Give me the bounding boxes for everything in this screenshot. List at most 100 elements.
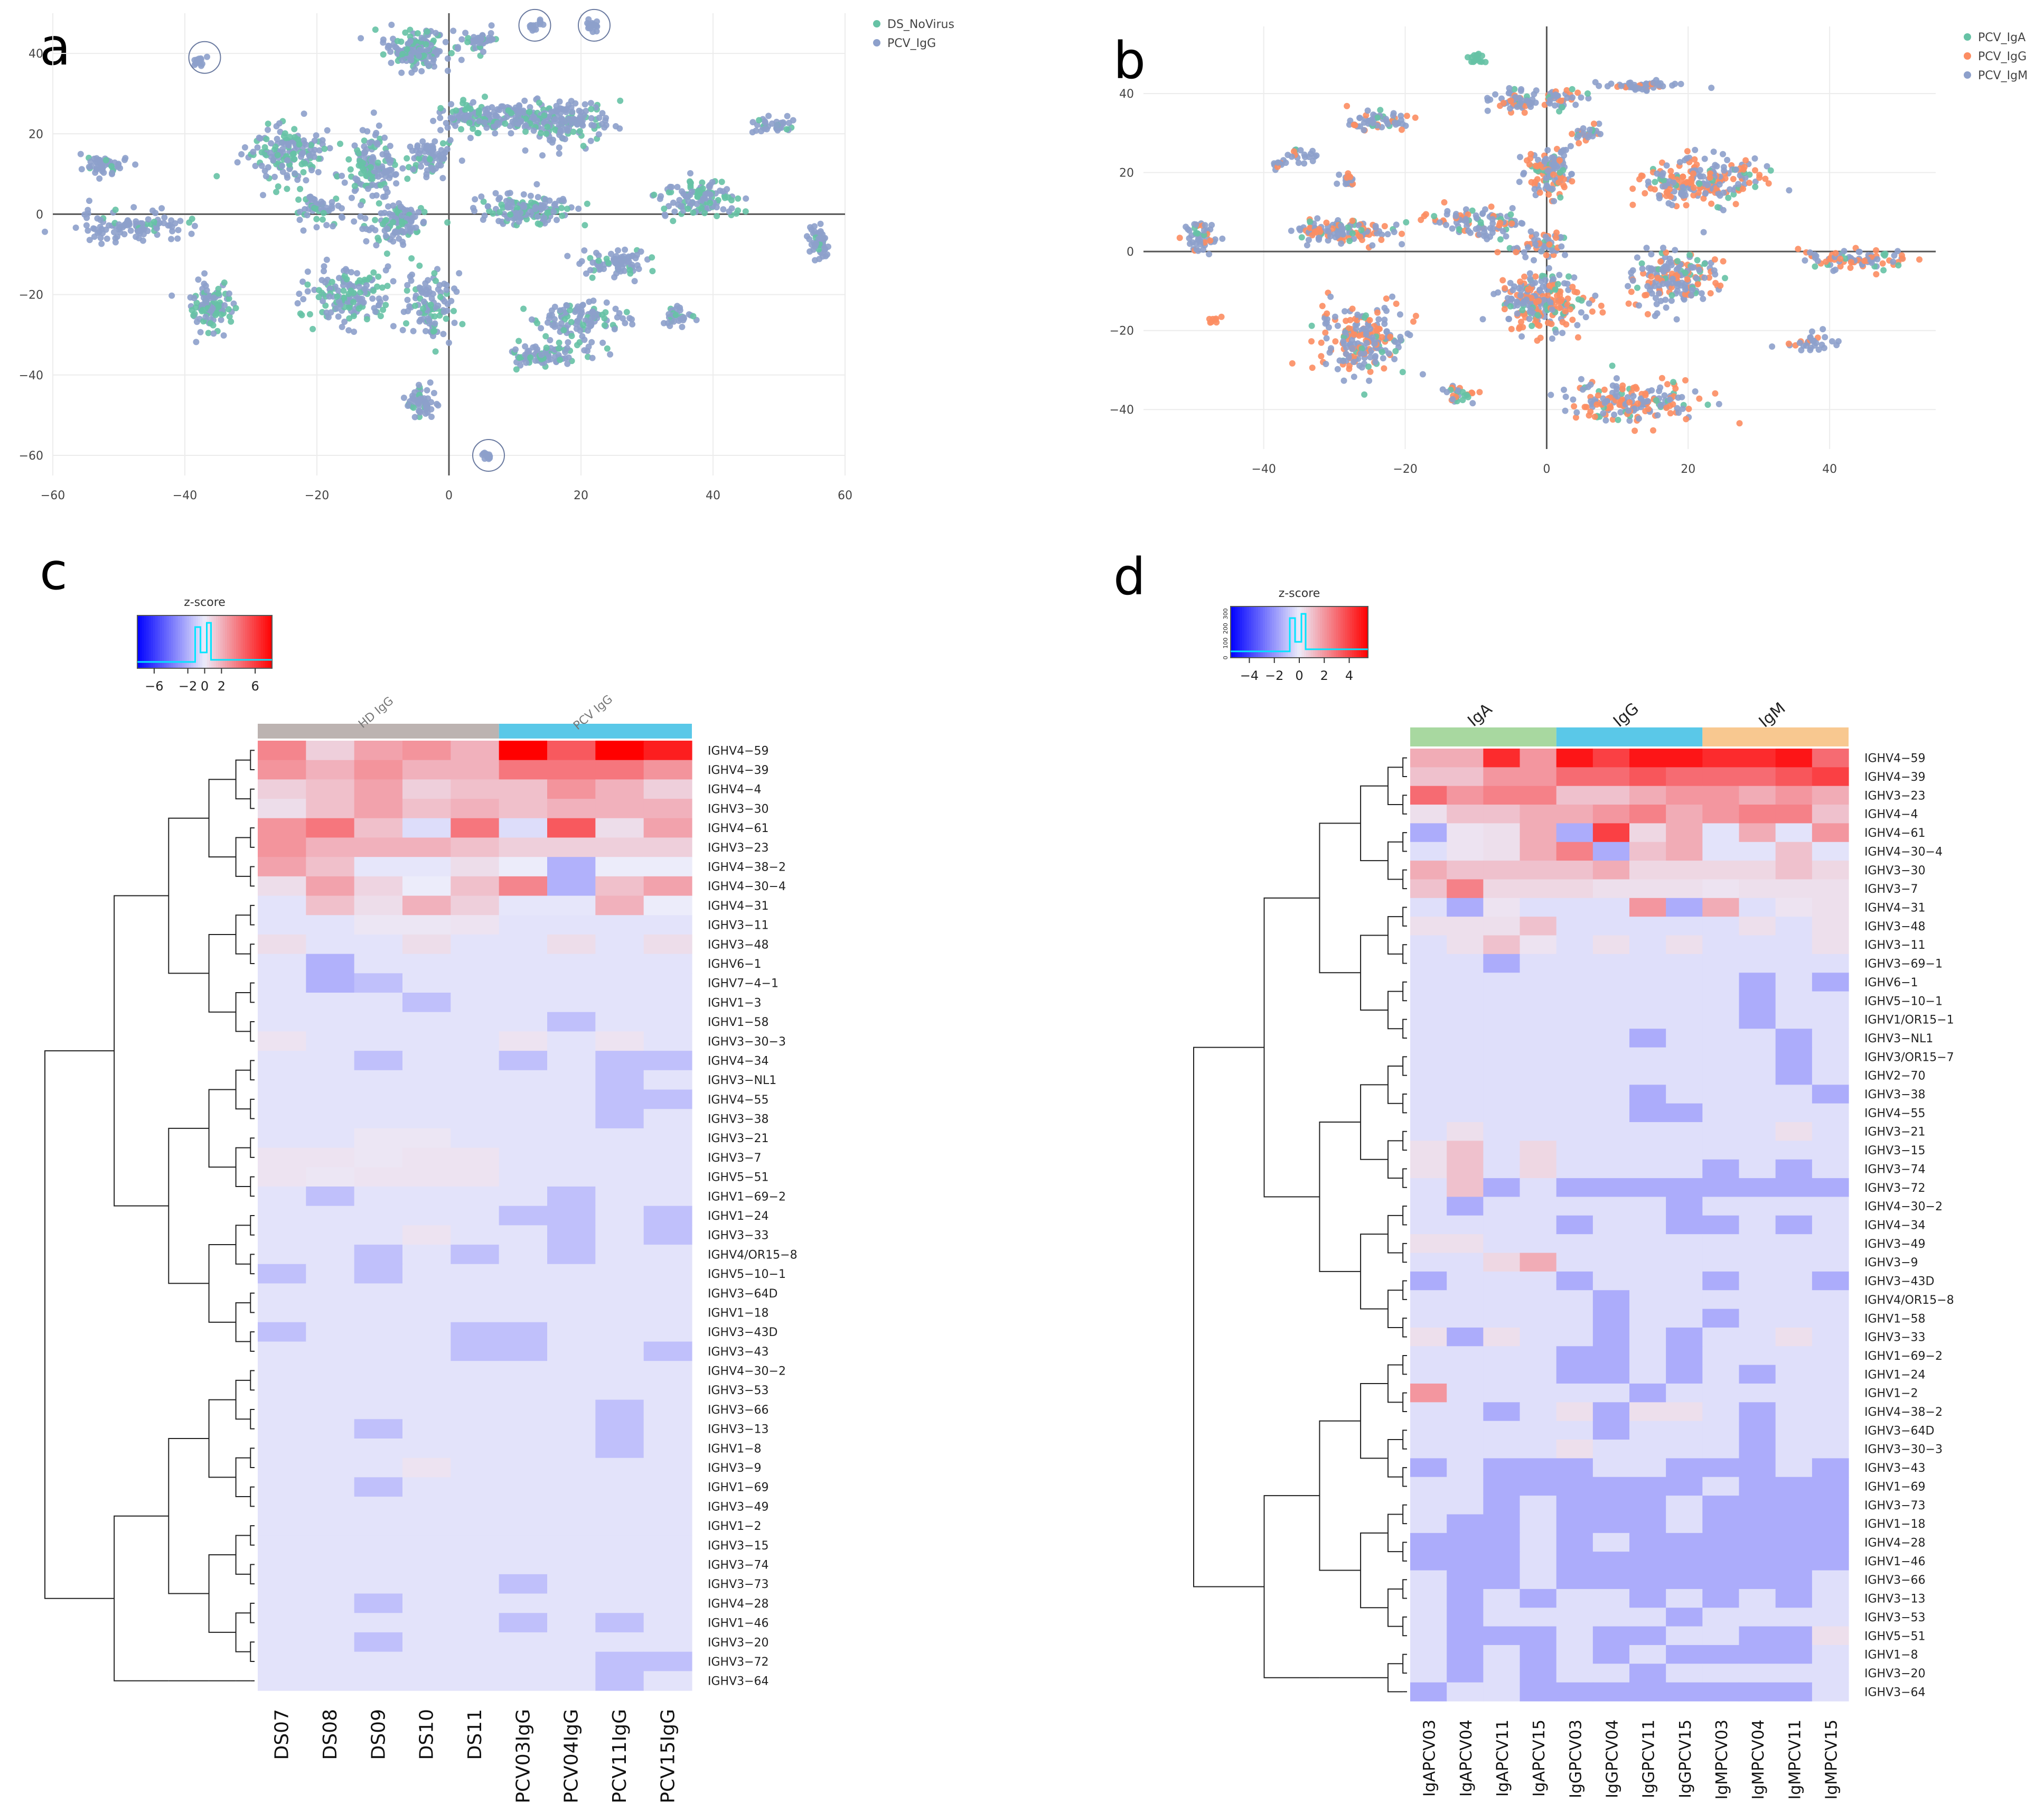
scatter-point bbox=[1410, 318, 1417, 325]
scatter-point bbox=[1479, 316, 1486, 323]
scatter-point bbox=[1882, 250, 1889, 257]
scatter-point bbox=[693, 201, 700, 208]
column-label: PCV03IgG bbox=[512, 1709, 534, 1804]
scatter-point bbox=[1636, 302, 1642, 309]
scatter-point bbox=[583, 270, 589, 277]
scatter-point bbox=[1431, 213, 1438, 220]
scatter-point bbox=[552, 107, 559, 114]
scatter-point bbox=[279, 146, 286, 153]
scatter-point bbox=[535, 194, 541, 201]
row-label: IGHV3−72 bbox=[708, 1656, 769, 1669]
heatmap-cell bbox=[547, 779, 596, 799]
scatter-point bbox=[191, 295, 198, 302]
scatter-point bbox=[347, 282, 354, 288]
colorbar-tick-label: 2 bbox=[218, 679, 226, 694]
heatmap-cell bbox=[354, 954, 403, 974]
scatter-point bbox=[296, 217, 303, 223]
scatter-point bbox=[1218, 313, 1225, 320]
heatmap-cell bbox=[499, 1225, 548, 1245]
row-label: IGHV3−38 bbox=[708, 1113, 769, 1126]
scatter-point bbox=[557, 307, 564, 314]
scatter-point bbox=[1378, 237, 1385, 243]
scatter-point bbox=[405, 403, 411, 409]
scatter-point bbox=[780, 119, 786, 126]
scatter-point bbox=[562, 109, 569, 116]
scatter-point bbox=[1357, 233, 1364, 240]
heatmap-cell bbox=[451, 1322, 500, 1342]
heatmap-cell bbox=[258, 857, 306, 877]
scatter-point bbox=[302, 206, 308, 212]
heatmap-cell bbox=[499, 993, 548, 1013]
row-label: IGHV4−30−4 bbox=[708, 880, 786, 893]
heatmap-cell bbox=[547, 1632, 596, 1652]
highlight-circle bbox=[188, 41, 221, 74]
heatmap-cell bbox=[451, 876, 500, 896]
scatter-point bbox=[411, 414, 418, 421]
scatter-point bbox=[520, 305, 527, 312]
scatter-point bbox=[1630, 393, 1637, 399]
scatter-point bbox=[341, 179, 348, 186]
scatter-point bbox=[565, 115, 572, 122]
scatter-point bbox=[399, 165, 406, 172]
scatter-point bbox=[98, 240, 105, 247]
scatter-point bbox=[1720, 207, 1727, 213]
scatter-point bbox=[1765, 180, 1772, 187]
colorbar-segment bbox=[267, 615, 270, 668]
heatmap-cell bbox=[258, 993, 306, 1013]
scatter-point bbox=[1526, 315, 1533, 322]
scatter-point bbox=[1328, 345, 1334, 352]
heatmap-cell bbox=[547, 915, 596, 935]
scatter-point bbox=[1518, 319, 1524, 325]
heatmap-cell bbox=[258, 1361, 306, 1381]
heatmap-cell bbox=[258, 1206, 306, 1226]
scatter-point bbox=[448, 50, 455, 57]
scatter-point bbox=[607, 351, 614, 358]
heatmap-cell bbox=[643, 895, 692, 916]
scatter-point bbox=[817, 220, 824, 227]
scatter-point bbox=[742, 208, 749, 215]
heatmap-cell bbox=[402, 1361, 451, 1381]
scatter-point bbox=[215, 285, 222, 292]
scatter-point bbox=[1508, 325, 1515, 332]
scatter-point bbox=[491, 123, 498, 130]
scatter-point bbox=[191, 222, 198, 229]
scatter-point bbox=[1550, 92, 1557, 99]
scatter-point bbox=[383, 250, 390, 257]
scatter-point bbox=[1672, 247, 1679, 254]
heatmap-cell bbox=[595, 1303, 644, 1323]
colorbar-segment bbox=[242, 615, 246, 668]
heatmap-cell bbox=[643, 1555, 692, 1575]
scatter-point bbox=[1503, 233, 1509, 240]
scatter-point bbox=[1568, 171, 1575, 178]
heatmap-cell bbox=[643, 741, 692, 761]
scatter-point bbox=[486, 111, 493, 118]
scatter-point bbox=[560, 195, 566, 202]
scatter-point bbox=[1379, 349, 1385, 356]
scatter-point bbox=[387, 157, 394, 164]
scatter-point bbox=[1696, 395, 1703, 402]
heatmap-cell bbox=[258, 1535, 306, 1555]
scatter-point bbox=[102, 157, 109, 164]
scatter-point bbox=[1653, 397, 1659, 404]
heatmap-cell bbox=[451, 1031, 500, 1051]
heatmap-cell bbox=[499, 1380, 548, 1400]
dendrogram-branch bbox=[250, 1137, 255, 1158]
scatter-point bbox=[533, 181, 540, 188]
scatter-point bbox=[1597, 130, 1604, 137]
x-tick-label: −60 bbox=[41, 489, 65, 502]
heatmap-cell bbox=[354, 1089, 403, 1109]
scatter-point bbox=[1697, 173, 1704, 180]
scatter-point bbox=[1536, 287, 1543, 294]
legend-label: PCV_IgM bbox=[1978, 69, 2028, 82]
scatter-point bbox=[547, 337, 554, 343]
scatter-point bbox=[1353, 325, 1359, 332]
heatmap-cell bbox=[258, 1283, 306, 1303]
scatter-point bbox=[557, 357, 564, 363]
scatter-point bbox=[380, 36, 387, 43]
heatmap-cell bbox=[643, 1516, 692, 1536]
scatter-point bbox=[304, 212, 311, 219]
scatter-point bbox=[498, 201, 505, 208]
scatter-point bbox=[585, 343, 592, 350]
row-label: IGHV1−58 bbox=[708, 1016, 769, 1029]
scatter-point bbox=[1304, 242, 1310, 249]
